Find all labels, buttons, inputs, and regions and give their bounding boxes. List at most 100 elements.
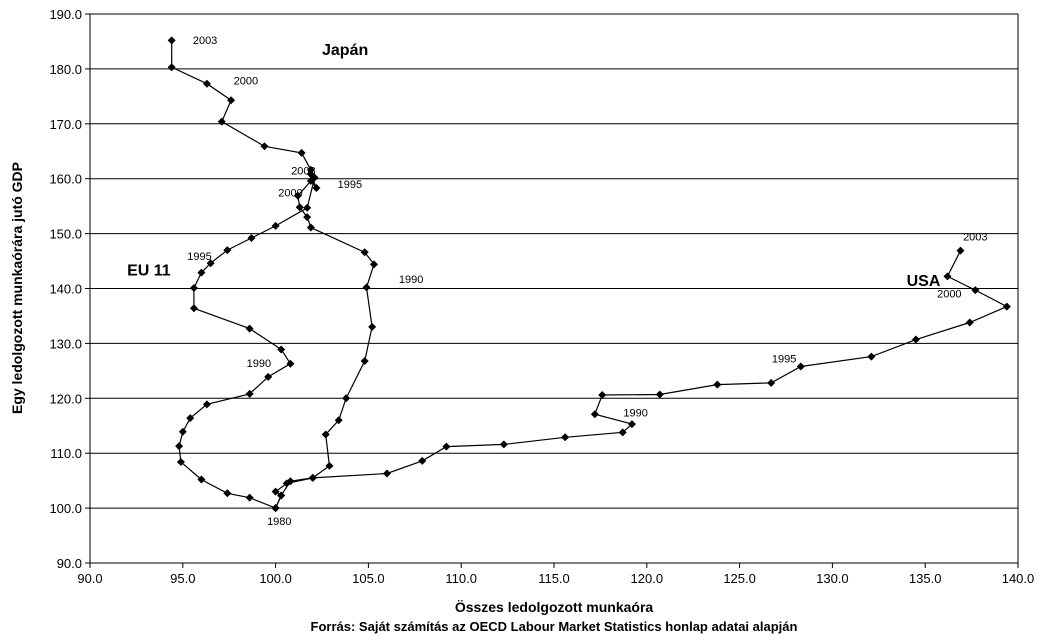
y-tick-label: 120.0	[49, 391, 82, 406]
data-point	[965, 318, 974, 327]
data-point	[189, 304, 198, 313]
y-axis-title: Egy ledolgozott munkaórára jutó GDP	[9, 162, 25, 414]
data-point	[223, 246, 232, 255]
chart-caption: Forrás: Saját számítás az OECD Labour Ma…	[311, 619, 798, 634]
data-point	[271, 221, 280, 230]
x-tick-label: 135.0	[909, 571, 942, 586]
year-annotation: 1990	[247, 358, 271, 370]
data-point	[245, 324, 254, 333]
y-tick-label: 140.0	[49, 282, 82, 297]
data-point	[598, 391, 607, 400]
year-annotation: 1995	[338, 179, 362, 191]
data-point	[303, 213, 312, 222]
data-point	[271, 487, 280, 496]
year-annotation: 2003	[193, 35, 217, 47]
data-point	[312, 184, 321, 193]
x-axis-title: Összes ledolgozott munkaóra	[455, 599, 654, 615]
year-annotation: 1995	[772, 354, 796, 366]
data-point	[911, 335, 920, 344]
data-point	[306, 165, 315, 174]
data-point	[264, 372, 273, 381]
data-point	[325, 461, 334, 470]
x-tick-label: 120.0	[631, 571, 664, 586]
data-point	[382, 469, 391, 478]
data-point	[176, 457, 185, 466]
data-point	[418, 456, 427, 465]
y-tick-label: 130.0	[49, 336, 82, 351]
data-point	[303, 203, 312, 212]
data-point	[245, 389, 254, 398]
data-point	[175, 442, 184, 451]
x-tick-label: 105.0	[352, 571, 385, 586]
data-point	[247, 233, 256, 242]
data-point	[277, 345, 286, 354]
data-point	[286, 477, 295, 486]
data-point	[245, 493, 254, 502]
y-tick-label: 90.0	[57, 556, 82, 571]
year-annotation: 2000	[234, 75, 258, 87]
y-tick-label: 160.0	[49, 172, 82, 187]
y-tick-label: 150.0	[49, 227, 82, 242]
data-point	[369, 260, 378, 269]
data-point	[713, 380, 722, 389]
x-tick-label: 140.0	[1002, 571, 1035, 586]
data-point	[561, 433, 570, 442]
data-point	[286, 359, 295, 368]
data-point	[206, 259, 215, 268]
data-point	[321, 430, 330, 439]
year-annotation: 1980	[267, 516, 291, 528]
series-line-1	[178, 177, 316, 509]
x-tick-label: 95.0	[170, 571, 195, 586]
data-point	[1002, 302, 1011, 311]
data-point	[627, 420, 636, 429]
data-point	[197, 268, 206, 277]
data-point	[971, 286, 980, 295]
year-annotation: 2000	[278, 187, 302, 199]
data-point	[796, 362, 805, 371]
data-point	[590, 410, 599, 419]
data-point	[767, 378, 776, 387]
data-point	[293, 191, 302, 200]
data-point	[362, 283, 371, 292]
data-point	[178, 427, 187, 436]
data-point	[223, 489, 232, 498]
data-point	[167, 36, 176, 45]
x-tick-label: 110.0	[445, 571, 477, 586]
data-point	[308, 473, 317, 482]
x-tick-label: 90.0	[77, 571, 102, 586]
data-point	[956, 246, 965, 255]
year-annotation: 1990	[399, 274, 423, 286]
data-point	[342, 394, 351, 403]
data-point	[295, 203, 304, 212]
year-annotation: 1995	[187, 251, 211, 263]
y-tick-label: 110.0	[50, 446, 82, 461]
data-point	[368, 322, 377, 331]
data-point	[655, 390, 664, 399]
data-point	[334, 416, 343, 425]
data-point	[499, 440, 508, 449]
data-point	[189, 283, 198, 292]
data-point	[618, 428, 627, 437]
data-point	[297, 148, 306, 157]
year-annotation: 2003	[291, 165, 315, 177]
data-point	[186, 414, 195, 423]
data-point	[442, 442, 451, 451]
series-label: EU 11	[127, 262, 171, 279]
year-annotation: 2000	[937, 288, 961, 300]
data-point	[277, 491, 286, 500]
data-point	[360, 356, 369, 365]
data-point	[271, 504, 280, 513]
data-point	[202, 79, 211, 88]
data-point	[217, 117, 226, 126]
y-tick-label: 100.0	[49, 501, 82, 516]
data-point	[310, 173, 319, 182]
data-point	[360, 248, 369, 257]
x-tick-label: 125.0	[723, 571, 756, 586]
y-tick-label: 170.0	[49, 117, 82, 132]
y-tick-label: 190.0	[49, 7, 82, 22]
x-tick-label: 130.0	[816, 571, 849, 586]
data-point	[227, 96, 236, 105]
year-annotation: 1990	[623, 407, 647, 419]
data-point	[167, 63, 176, 72]
